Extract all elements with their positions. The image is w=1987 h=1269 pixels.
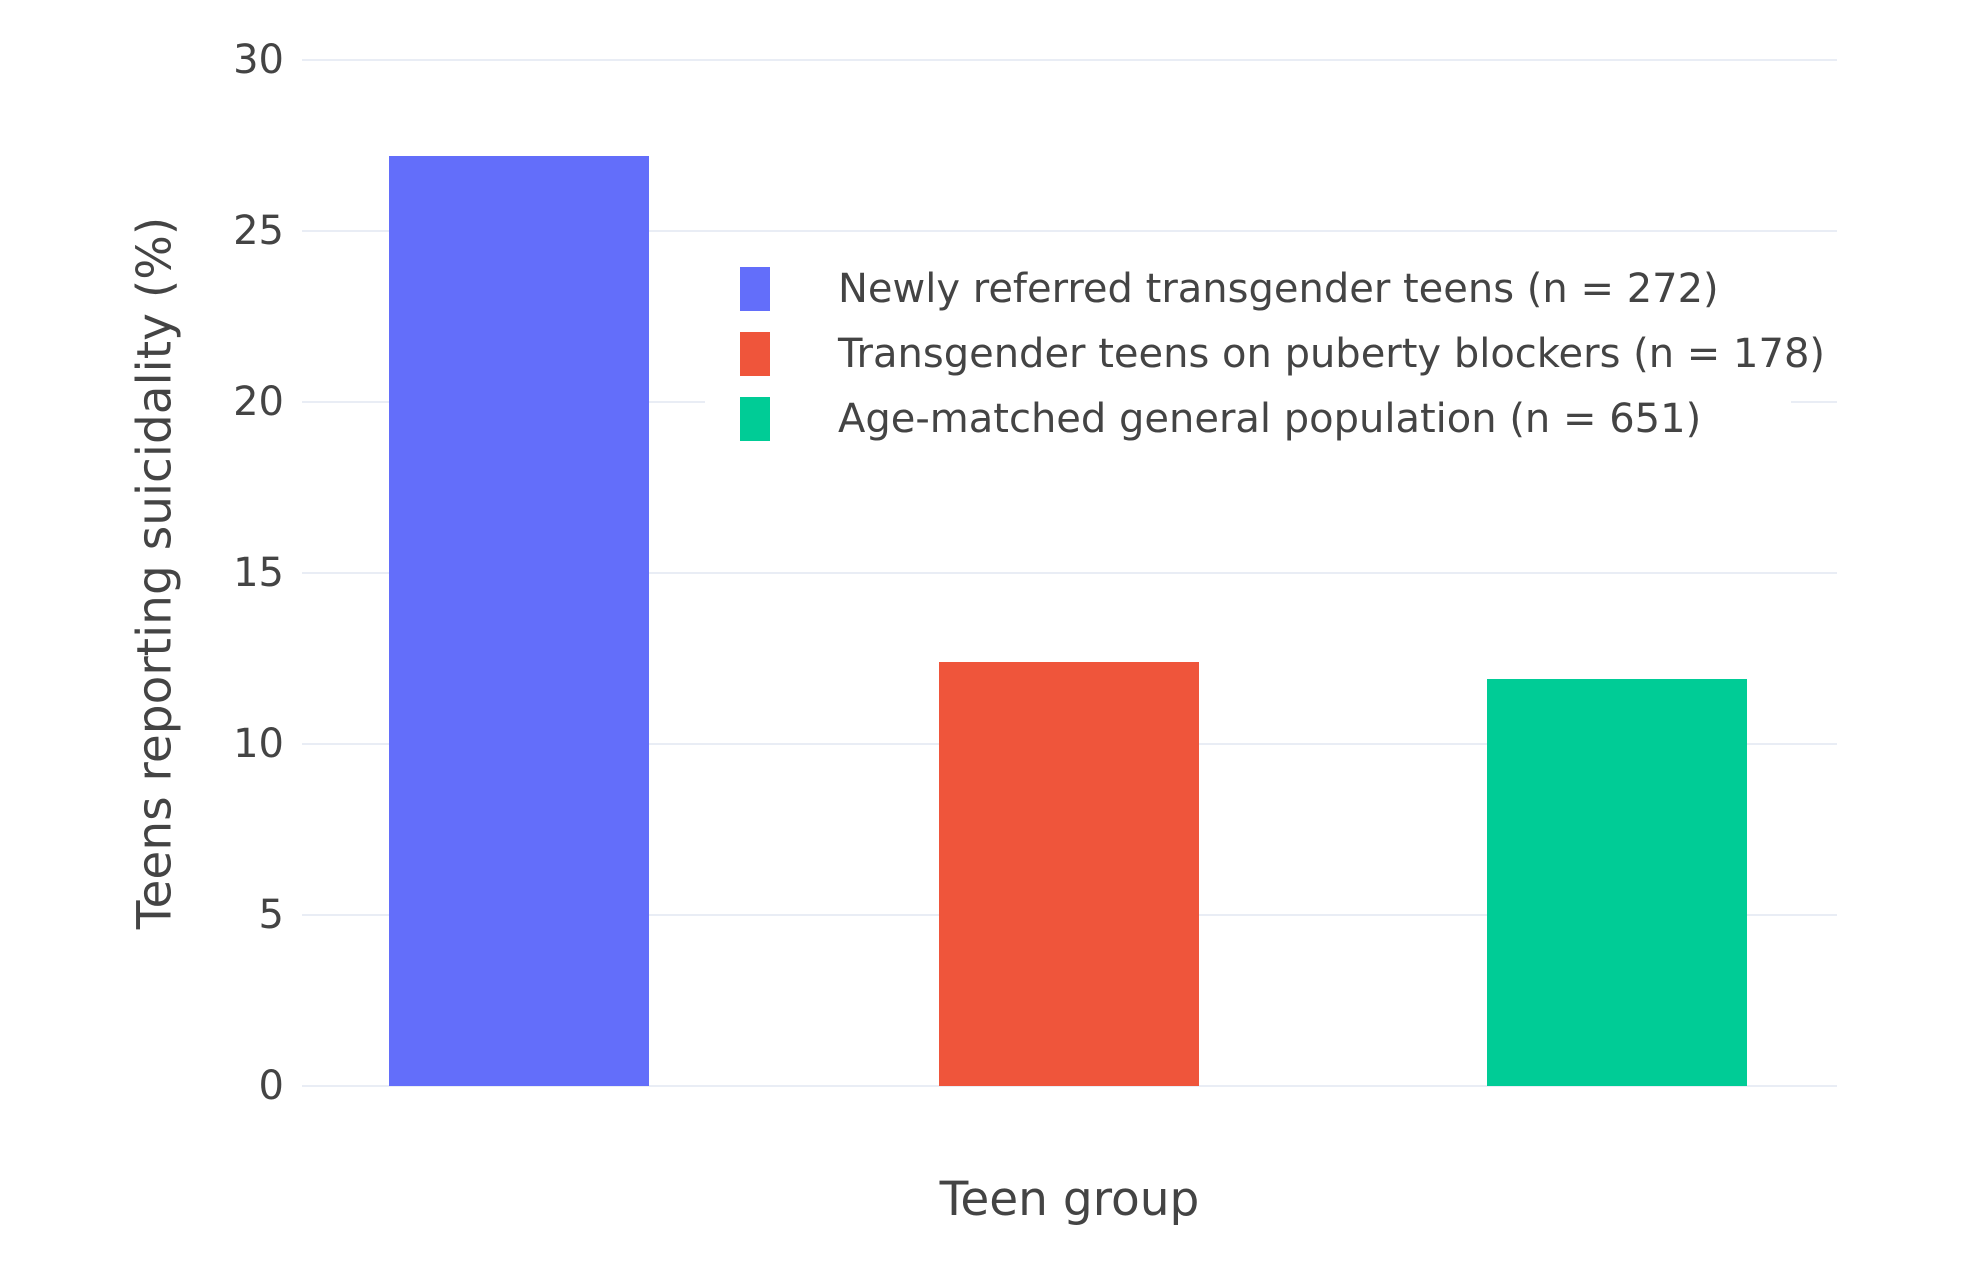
legend-swatch-icon — [740, 266, 770, 311]
gridline-y-0 — [302, 1085, 1837, 1087]
legend: Newly referred transgender teens (n = 27… — [705, 248, 1825, 461]
legend-label: Transgender teens on puberty blockers (n… — [838, 330, 1825, 377]
bar-1[interactable] — [389, 156, 649, 1086]
legend-item-2[interactable]: Transgender teens on puberty blockers (n… — [705, 321, 1825, 386]
legend-label: Newly referred transgender teens (n = 27… — [838, 265, 1719, 312]
x-axis-title: Teen group — [939, 1172, 1200, 1227]
bar-2[interactable] — [939, 662, 1199, 1086]
legend-swatch-icon — [740, 331, 770, 376]
legend-item-3[interactable]: Age-matched general population (n = 651) — [705, 386, 1791, 451]
gridline-y-25 — [302, 230, 1837, 232]
y-tick-label: 30 — [233, 37, 284, 83]
y-tick-label: 25 — [233, 208, 284, 254]
y-axis-title: Teens reporting suicidality (%) — [127, 216, 183, 930]
y-tick-label: 20 — [233, 379, 284, 425]
bar-3[interactable] — [1487, 679, 1747, 1086]
legend-label: Age-matched general population (n = 651) — [838, 395, 1702, 442]
y-tick-label: 5 — [258, 892, 284, 938]
legend-item-1[interactable]: Newly referred transgender teens (n = 27… — [705, 256, 1791, 321]
legend-swatch-icon — [740, 396, 770, 441]
gridline-y-15 — [302, 572, 1837, 574]
y-tick-label: 10 — [233, 721, 284, 767]
y-tick-label: 0 — [258, 1063, 284, 1109]
plot-area: 0 5 10 15 20 25 30 Newly referred transgender … — [233, 40, 1837, 1106]
y-tick-label: 15 — [233, 550, 284, 596]
gridline-y-30 — [302, 59, 1837, 61]
